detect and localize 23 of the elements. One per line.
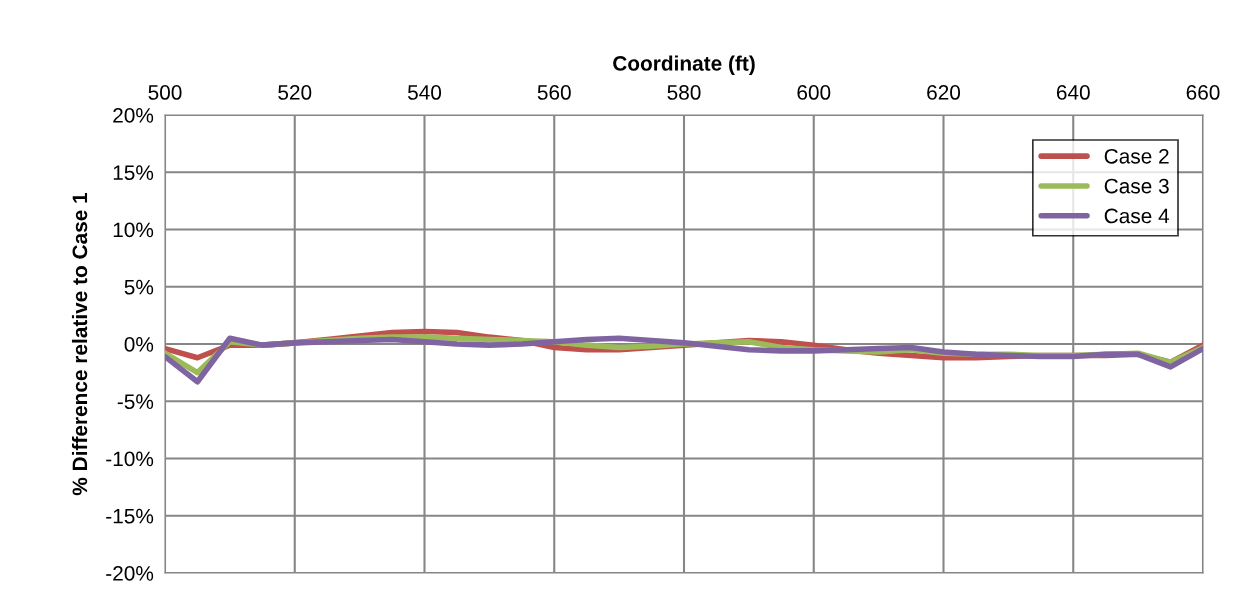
y-tick-label: -20%	[106, 566, 154, 581]
y-tick-label: 10%	[113, 222, 154, 238]
y-tick-label: 15%	[113, 165, 154, 180]
legend-label: Case 3	[1104, 178, 1169, 194]
x-tick-label: 620	[927, 85, 961, 100]
x-tick-label: 580	[667, 85, 701, 100]
x-tick-label: 640	[1056, 85, 1090, 100]
y-axis-title: % Difference relative to Case 1	[71, 192, 88, 496]
x-tick-label: 600	[797, 85, 831, 100]
x-tick-label: 660	[1186, 85, 1220, 100]
x-tick-label: 500	[148, 85, 182, 100]
legend-label: Case 4	[1104, 208, 1170, 224]
y-tick-label: -15%	[106, 508, 154, 524]
x-tick-label: 520	[278, 85, 312, 100]
x-tick-label: 540	[407, 85, 442, 100]
x-tick-label: 560	[537, 85, 571, 100]
legend-label: Case 2	[1104, 148, 1169, 164]
y-tick-label: 5%	[124, 279, 154, 295]
x-axis-title: Coordinate (ft)	[613, 55, 755, 75]
y-tick-label: -10%	[106, 451, 154, 467]
y-tick-label: 0%	[124, 337, 154, 352]
y-tick-label: -5%	[117, 394, 154, 409]
y-tick-label: 20%	[113, 108, 154, 123]
